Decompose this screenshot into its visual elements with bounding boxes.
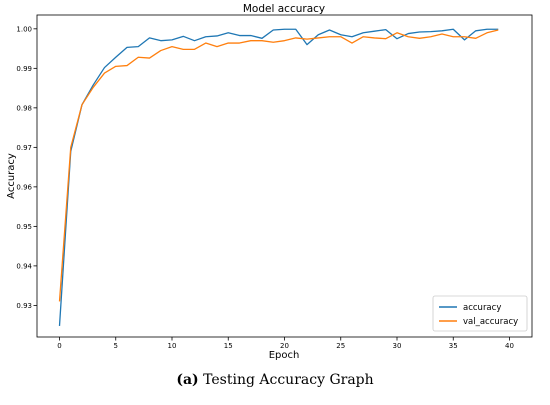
x-tick-label: 15 xyxy=(224,342,233,350)
x-axis-label: Epoch xyxy=(269,350,300,361)
y-tick-label: 0.99 xyxy=(16,65,32,73)
y-tick-label: 0.95 xyxy=(16,223,32,231)
legend-label: val_accuracy xyxy=(463,317,518,327)
y-tick-label: 0.98 xyxy=(16,104,32,112)
caption-text: Testing Accuracy Graph xyxy=(198,372,374,388)
chart-title: Model accuracy xyxy=(243,3,325,15)
x-tick-label: 5 xyxy=(114,342,118,350)
y-tick-label: 0.97 xyxy=(16,144,32,152)
x-tick-label: 30 xyxy=(393,342,402,350)
series-line-accuracy xyxy=(58,28,499,326)
plot-area xyxy=(36,14,533,338)
accuracy-chart: Model accuracy 0.930.940.950.960.970.980… xyxy=(6,3,533,361)
series-group xyxy=(58,28,499,326)
legend-label: accuracy xyxy=(463,303,501,313)
x-tick-label: 35 xyxy=(449,342,458,350)
x-tick-label: 25 xyxy=(336,342,345,350)
y-tick-label: 0.96 xyxy=(16,183,32,191)
x-tick-label: 20 xyxy=(280,342,289,350)
y-tick-label: 0.94 xyxy=(16,262,32,270)
x-tick-label: 40 xyxy=(505,342,514,350)
series-line-val-accuracy xyxy=(58,29,499,302)
y-axis-label: Accuracy xyxy=(6,153,17,199)
y-tick-label: 1.00 xyxy=(16,25,32,33)
y-tick-label: 0.93 xyxy=(16,302,32,310)
figure-caption: (a) Testing Accuracy Graph xyxy=(0,372,550,388)
legend: accuracy val_accuracy xyxy=(432,295,528,332)
caption-label: (a) xyxy=(176,372,199,388)
x-tick-label: 10 xyxy=(168,342,177,350)
legend-box xyxy=(432,295,528,332)
y-axis: 0.93 0.94 0.95 0.96 0.97 0.98 0.99 1.00 xyxy=(16,25,37,310)
x-axis: 0 5 10 15 20 25 30 35 40 xyxy=(57,337,514,350)
x-tick-label: 0 xyxy=(57,342,61,350)
